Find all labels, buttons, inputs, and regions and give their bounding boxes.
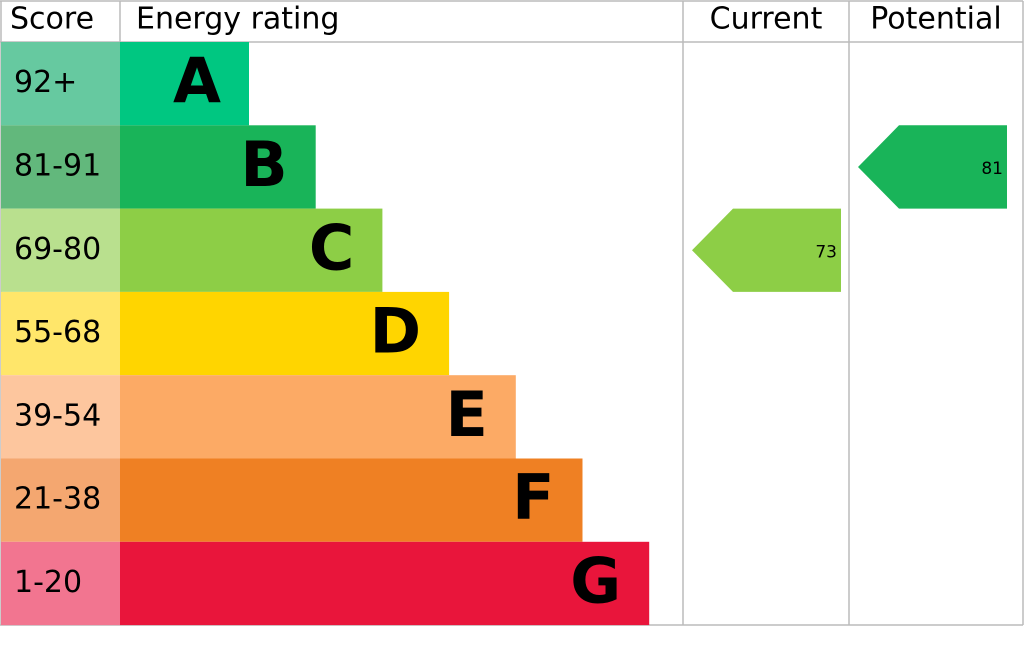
rating-bar — [120, 541, 650, 626]
rating-letter: A — [173, 45, 221, 118]
potential-value: 81 — [981, 159, 1003, 179]
score-label: 55-68 — [14, 315, 101, 350]
score-cell — [1, 125, 120, 209]
score-cell — [1, 208, 120, 292]
score-label: 69-80 — [14, 232, 101, 267]
score-label: 92+ — [14, 65, 77, 100]
potential-arrow — [858, 125, 1007, 209]
rating-bar — [120, 375, 516, 459]
score-label: 39-54 — [14, 398, 101, 433]
header-current: Current — [710, 2, 823, 37]
score-cell — [1, 458, 120, 542]
rating-letter: E — [445, 378, 487, 451]
rating-letter: B — [240, 128, 287, 201]
current-value: 73 — [815, 242, 837, 262]
rating-letter: G — [570, 545, 621, 618]
header-rating: Energy rating — [136, 2, 339, 37]
header-score: Score — [10, 2, 94, 37]
current-arrow — [692, 208, 841, 292]
rating-bar — [120, 42, 249, 126]
rating-bar — [120, 458, 583, 542]
score-label: 81-91 — [14, 148, 101, 183]
rating-bar — [120, 208, 383, 292]
rating-letter: C — [309, 211, 355, 284]
score-label: 1-20 — [14, 565, 82, 600]
score-cell — [1, 291, 120, 376]
header-potential: Potential — [870, 2, 1001, 37]
score-cell — [1, 375, 120, 459]
score-cell — [1, 42, 120, 126]
rating-bar — [120, 125, 316, 209]
rating-letter: F — [512, 461, 554, 534]
rating-letter: D — [370, 295, 421, 368]
score-cell — [1, 541, 120, 626]
score-label: 21-38 — [14, 482, 101, 517]
rating-bar — [120, 291, 450, 376]
